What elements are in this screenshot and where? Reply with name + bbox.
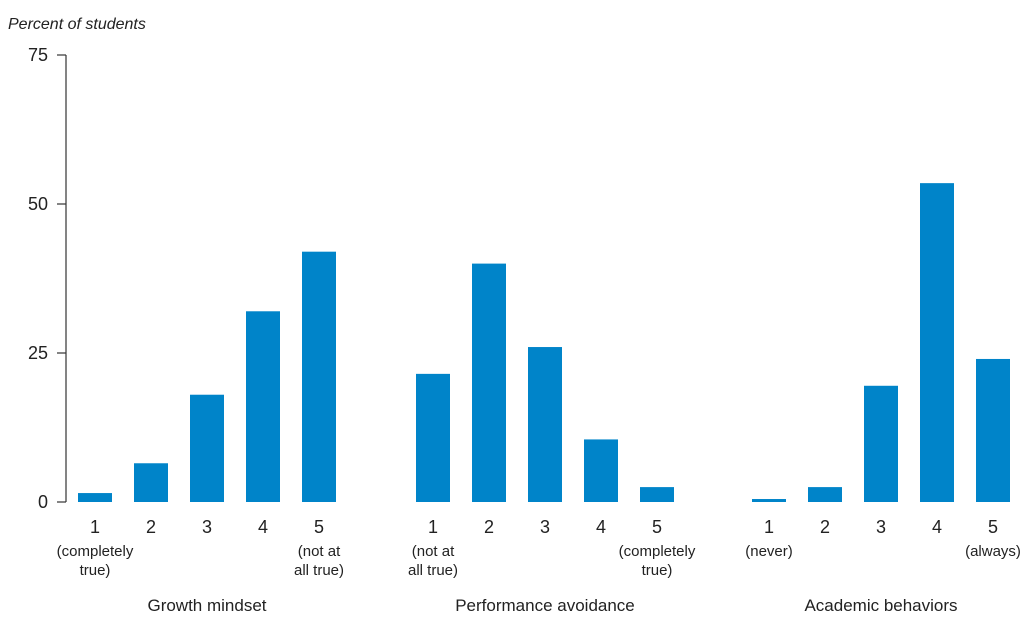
- x-tick-label: 5: [652, 517, 662, 537]
- x-tick-sublabel: all true): [294, 562, 344, 579]
- x-tick-label: 2: [484, 517, 494, 537]
- bar: [864, 385, 898, 502]
- x-tick-label: 4: [258, 517, 268, 537]
- bar: [808, 487, 842, 502]
- bar: [78, 493, 112, 502]
- y-tick-label: 25: [28, 343, 48, 363]
- x-tick-label: 3: [540, 517, 550, 537]
- bar: [472, 263, 506, 502]
- x-tick-sublabel: true): [642, 562, 673, 579]
- x-tick-label: 5: [314, 517, 324, 537]
- bar: [528, 347, 562, 502]
- bar: [584, 439, 618, 502]
- x-tick-label: 1: [428, 517, 438, 537]
- group-label: Performance avoidance: [455, 596, 635, 615]
- bar: [976, 358, 1010, 502]
- group-label: Academic behaviors: [804, 596, 957, 615]
- x-tick-sublabel: (never): [745, 543, 793, 560]
- x-tick-sublabel: (completely: [619, 543, 696, 560]
- bar: [190, 394, 224, 502]
- bar: [302, 251, 336, 502]
- x-tick-sublabel: (completely: [57, 543, 134, 560]
- x-tick-sublabel: true): [80, 562, 111, 579]
- y-tick-label: 50: [28, 194, 48, 214]
- y-tick-label: 0: [38, 492, 48, 512]
- bar: [640, 487, 674, 502]
- x-tick-sublabel: (not at: [298, 543, 341, 560]
- bar: [920, 183, 954, 502]
- x-tick-label: 4: [596, 517, 606, 537]
- x-tick-sublabel: (not at: [412, 543, 455, 560]
- bar: [246, 311, 280, 502]
- x-tick-label: 5: [988, 517, 998, 537]
- x-tick-label: 3: [202, 517, 212, 537]
- x-tick-sublabel: (always): [965, 543, 1021, 560]
- x-tick-label: 1: [90, 517, 100, 537]
- y-tick-label: 75: [28, 45, 48, 65]
- x-tick-sublabel: all true): [408, 562, 458, 579]
- x-tick-label: 4: [932, 517, 942, 537]
- x-tick-label: 2: [146, 517, 156, 537]
- group-label: Growth mindset: [147, 596, 266, 615]
- y-axis-label: Percent of students: [8, 16, 146, 33]
- bar: [752, 499, 786, 502]
- x-tick-label: 1: [764, 517, 774, 537]
- x-tick-label: 2: [820, 517, 830, 537]
- bar: [134, 463, 168, 502]
- bar: [416, 373, 450, 502]
- x-tick-label: 3: [876, 517, 886, 537]
